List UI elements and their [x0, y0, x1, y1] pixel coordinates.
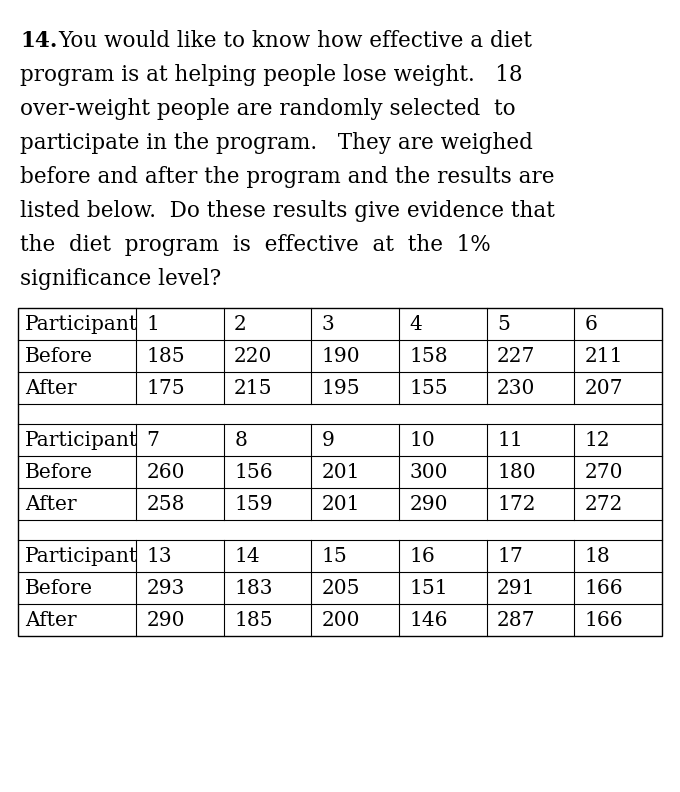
- Text: 12: 12: [585, 431, 611, 450]
- Text: Participant: Participant: [25, 546, 138, 565]
- Text: After: After: [25, 379, 77, 398]
- Text: 5: 5: [497, 314, 510, 333]
- Text: 146: 146: [409, 611, 448, 630]
- Bar: [18, 308, 662, 636]
- Text: 16: 16: [409, 546, 435, 565]
- Text: 172: 172: [497, 494, 536, 513]
- Text: 205: 205: [322, 578, 360, 597]
- Text: 185: 185: [234, 611, 273, 630]
- Text: significance level?: significance level?: [20, 268, 221, 290]
- Text: 207: 207: [585, 379, 624, 398]
- Text: 6: 6: [585, 314, 598, 333]
- Text: 151: 151: [409, 578, 448, 597]
- Text: 215: 215: [234, 379, 273, 398]
- Text: 9: 9: [322, 431, 335, 450]
- Text: Before: Before: [25, 463, 93, 482]
- Text: 7: 7: [146, 431, 159, 450]
- Text: 158: 158: [409, 347, 448, 365]
- Text: 220: 220: [234, 347, 273, 365]
- Text: 17: 17: [497, 546, 523, 565]
- Text: 14.: 14.: [20, 30, 57, 52]
- Text: 15: 15: [322, 546, 347, 565]
- Text: participate in the program.   They are weighed: participate in the program. They are wei…: [20, 132, 533, 154]
- Text: 227: 227: [497, 347, 536, 365]
- Text: 290: 290: [146, 611, 185, 630]
- Text: 166: 166: [585, 578, 624, 597]
- Text: over-weight people are randomly selected  to: over-weight people are randomly selected…: [20, 98, 515, 120]
- Text: Participant: Participant: [25, 314, 138, 333]
- Text: 201: 201: [322, 494, 360, 513]
- Text: 293: 293: [146, 578, 185, 597]
- Text: the  diet  program  is  effective  at  the  1%: the diet program is effective at the 1%: [20, 234, 491, 256]
- Text: Before: Before: [25, 347, 93, 365]
- Text: 291: 291: [497, 578, 536, 597]
- Text: Before: Before: [25, 578, 93, 597]
- Text: You would like to know how effective a diet: You would like to know how effective a d…: [58, 30, 532, 52]
- Text: 211: 211: [585, 347, 624, 365]
- Text: After: After: [25, 494, 77, 513]
- Text: 14: 14: [234, 546, 260, 565]
- Text: 159: 159: [234, 494, 273, 513]
- Text: 156: 156: [234, 463, 273, 482]
- Text: 183: 183: [234, 578, 273, 597]
- Text: 195: 195: [322, 379, 360, 398]
- Text: 8: 8: [234, 431, 247, 450]
- Text: 200: 200: [322, 611, 360, 630]
- Text: 4: 4: [409, 314, 422, 333]
- Text: 11: 11: [497, 431, 523, 450]
- Text: 155: 155: [409, 379, 448, 398]
- Text: 201: 201: [322, 463, 360, 482]
- Text: 290: 290: [409, 494, 448, 513]
- Text: 260: 260: [146, 463, 185, 482]
- Text: 300: 300: [409, 463, 448, 482]
- Text: 3: 3: [322, 314, 335, 333]
- Text: 175: 175: [146, 379, 185, 398]
- Text: 18: 18: [585, 546, 611, 565]
- Text: 1: 1: [146, 314, 159, 333]
- Text: 185: 185: [146, 347, 185, 365]
- Text: 13: 13: [146, 546, 172, 565]
- Text: 258: 258: [146, 494, 185, 513]
- Text: listed below.  Do these results give evidence that: listed below. Do these results give evid…: [20, 200, 555, 222]
- Text: 190: 190: [322, 347, 360, 365]
- Text: 272: 272: [585, 494, 624, 513]
- Text: 2: 2: [234, 314, 247, 333]
- Text: before and after the program and the results are: before and after the program and the res…: [20, 166, 554, 188]
- Text: After: After: [25, 611, 77, 630]
- Text: 270: 270: [585, 463, 624, 482]
- Text: 166: 166: [585, 611, 624, 630]
- Text: 10: 10: [409, 431, 435, 450]
- Text: program is at helping people lose weight.   18: program is at helping people lose weight…: [20, 64, 523, 86]
- Text: 230: 230: [497, 379, 536, 398]
- Text: Participant: Participant: [25, 431, 138, 450]
- Text: 180: 180: [497, 463, 536, 482]
- Text: 287: 287: [497, 611, 536, 630]
